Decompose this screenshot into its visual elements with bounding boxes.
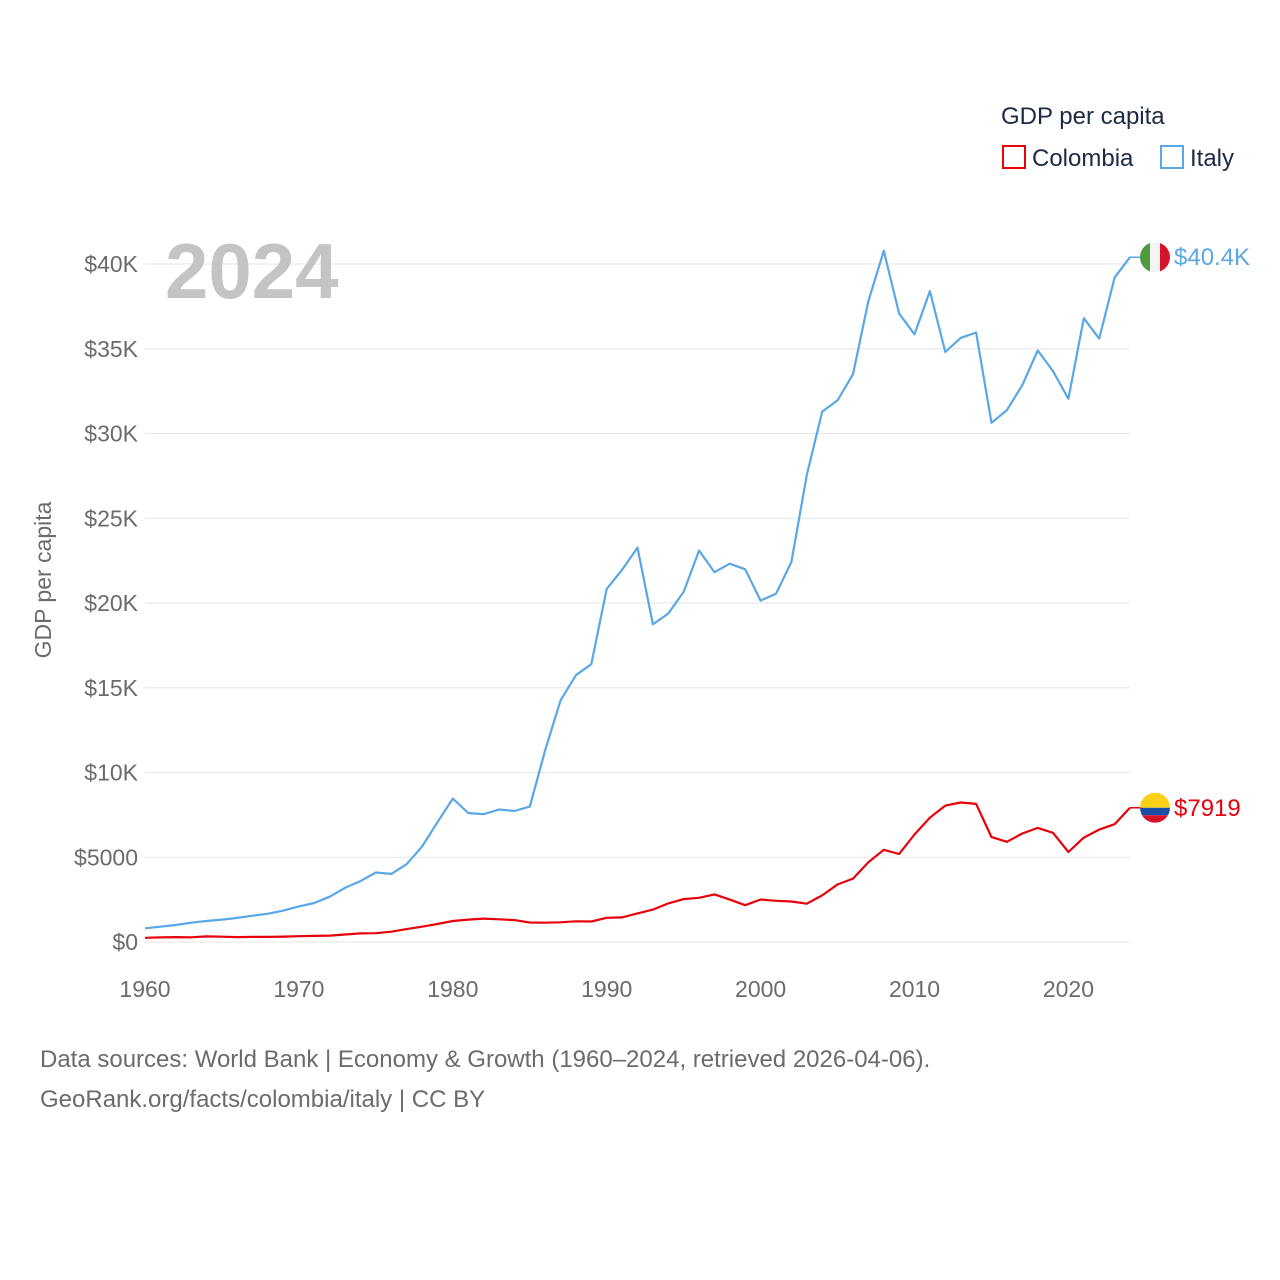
y-tick-label: $20K (84, 590, 138, 616)
series-end-markers: $7919 $40.4K (1130, 242, 1250, 823)
y-tick-label: $30K (84, 421, 138, 447)
x-tick-label: 1980 (427, 976, 478, 1002)
y-tick-label: $5000 (74, 844, 138, 870)
series-lines (144, 249, 1131, 939)
x-axis-ticks: 1960 1970 1980 1990 2000 2010 2020 (119, 976, 1094, 1002)
y-tick-label: $10K (84, 760, 138, 786)
x-tick-label: 2010 (889, 976, 940, 1002)
gdp-line-chart: $0 $5000 $10K $15K $20K $25K $30K $35K $40K 1960… (30, 103, 1250, 1002)
end-label-colombia: $7919 (1174, 795, 1241, 822)
y-tick-label: $35K (84, 336, 138, 362)
x-tick-label: 1990 (581, 976, 632, 1002)
x-tick-label: 1960 (119, 976, 170, 1002)
legend-swatch-italy (1160, 145, 1184, 169)
italy-flag-icon (1140, 242, 1170, 273)
legend-title: GDP per capita (1001, 103, 1165, 130)
legend-label-colombia: Colombia (1032, 145, 1134, 172)
y-tick-label: $25K (84, 505, 138, 531)
series-line-colombia (144, 801, 1131, 939)
x-tick-label: 1970 (273, 976, 324, 1002)
legend-label-italy: Italy (1190, 145, 1234, 172)
y-axis-label: GDP per capita (30, 501, 56, 658)
source-line-2: GeoRank.org/facts/colombia/italy | CC BY (40, 1086, 486, 1113)
year-watermark: 2024 (165, 227, 339, 315)
x-tick-label: 2020 (1043, 976, 1094, 1002)
y-tick-label: $15K (84, 675, 138, 701)
y-tick-label: $40K (84, 251, 138, 277)
legend: GDP per capita Colombia Italy (1001, 103, 1234, 172)
y-tick-label: $0 (112, 929, 138, 955)
grid-lines (145, 263, 1130, 943)
series-line-italy (144, 249, 1131, 930)
source-line-1: Data sources: World Bank | Economy & Gro… (40, 1046, 931, 1073)
legend-swatch-colombia (1002, 145, 1026, 169)
y-axis-ticks: $0 $5000 $10K $15K $20K $25K $30K $35K $40K (74, 251, 139, 955)
end-label-italy: $40.4K (1174, 244, 1250, 271)
colombia-flag-icon (1140, 792, 1170, 823)
data-source-note: Data sources: World Bank | Economy & Gro… (40, 1040, 930, 1120)
x-tick-label: 2000 (735, 976, 786, 1002)
